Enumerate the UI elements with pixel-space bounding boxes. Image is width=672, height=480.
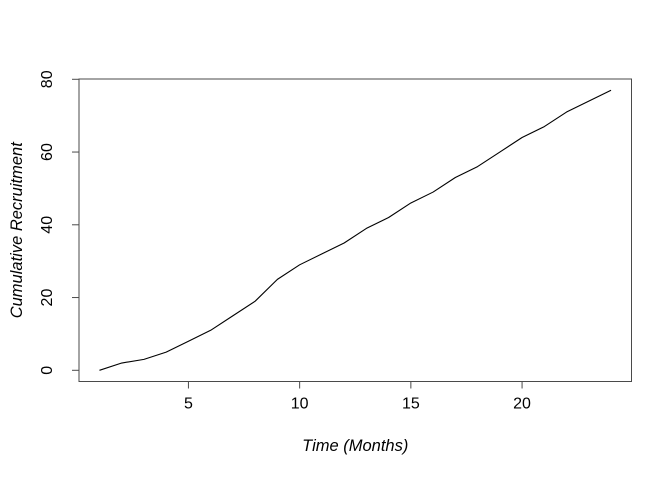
x-tick-label: 20 [513,396,531,413]
x-tick-label: 5 [184,396,193,413]
y-tick-label: 40 [39,216,56,234]
y-tick-label: 80 [39,70,56,88]
y-tick-label: 20 [39,289,56,307]
x-axis: 5 10 15 20 [184,381,531,413]
plot-border [78,78,632,382]
recruitment-line [99,89,612,371]
data-line [99,89,612,371]
x-tick-label: 10 [291,396,309,413]
x-axis-label: Time (Months) [302,437,408,455]
y-axis-label: Cumulative Recruitment [8,141,26,318]
plot-box [78,78,632,382]
x-tick-label: 15 [402,396,420,413]
y-tick-label: 60 [39,143,56,161]
y-tick-label: 0 [39,366,56,375]
y-axis: 0 20 40 60 80 [39,70,79,375]
